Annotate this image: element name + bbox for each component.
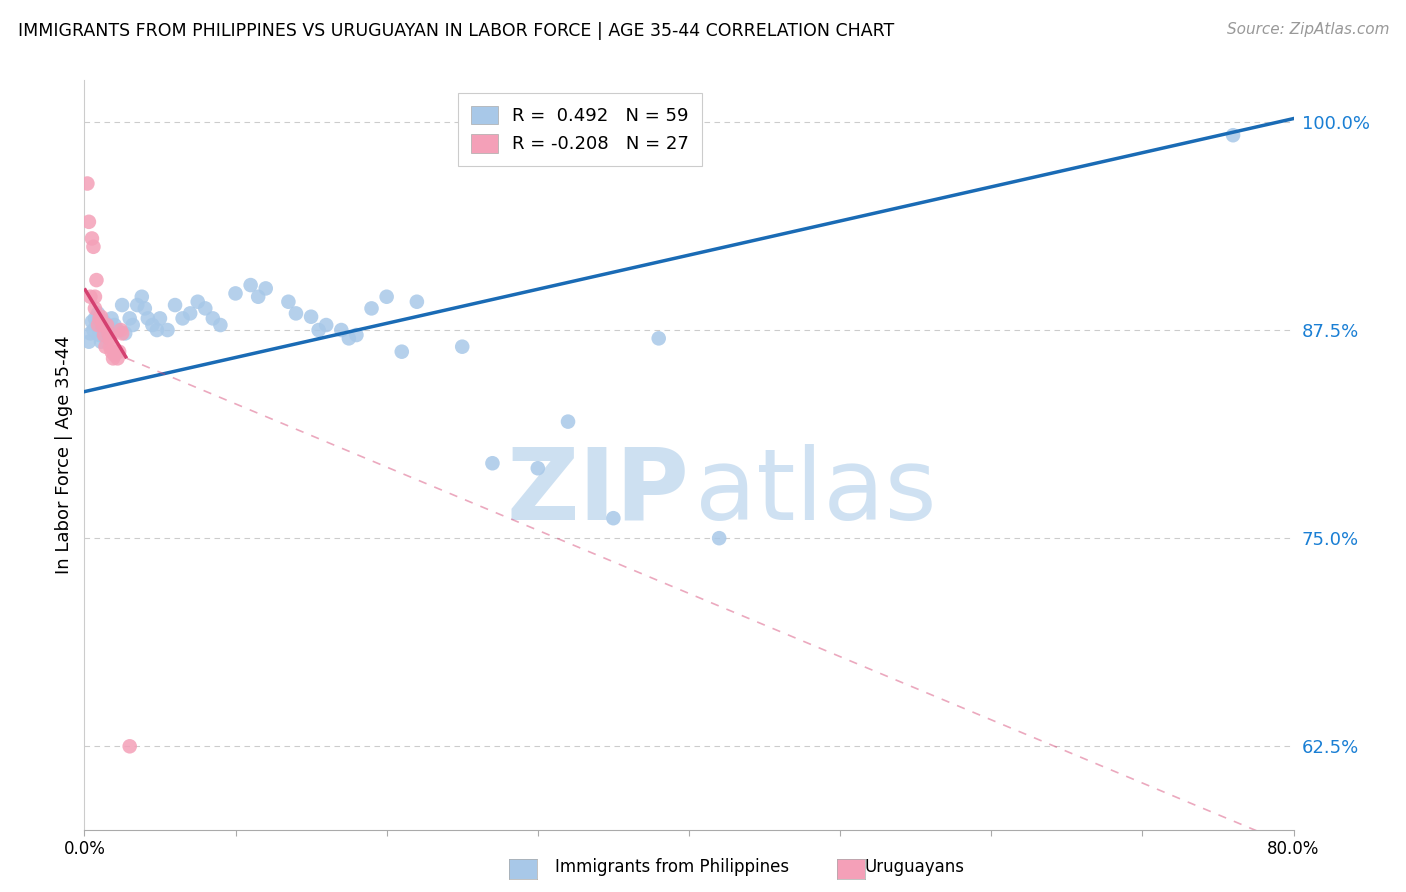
Point [77, 334, 100, 349]
Point [209, 318, 232, 332]
Point [104, 318, 127, 332]
Point [146, 323, 169, 337]
Point [330, 323, 353, 337]
Point [91, 318, 114, 332]
Point [247, 290, 270, 304]
Y-axis label: In Labor Force | Age 35-44: In Labor Force | Age 35-44 [55, 335, 73, 574]
Point [134, 301, 156, 316]
Point [225, 286, 247, 301]
Point [201, 311, 224, 326]
Point [84, 301, 107, 316]
Point [104, 348, 127, 362]
Text: Uruguayans: Uruguayans [865, 858, 965, 876]
Point [108, 344, 131, 359]
Point [93, 328, 115, 343]
Point [118, 739, 141, 754]
Point [107, 323, 129, 337]
Point [89, 311, 111, 326]
Point [648, 331, 671, 345]
Point [82, 323, 104, 337]
Point [86, 273, 108, 287]
Point [111, 298, 134, 312]
Point [82, 240, 104, 254]
Point [451, 340, 474, 354]
Point [136, 311, 159, 326]
Point [118, 311, 141, 326]
Point [131, 290, 153, 304]
Point [602, 511, 624, 525]
Point [90, 334, 112, 349]
Point [375, 290, 398, 304]
Point [149, 311, 172, 326]
Point [100, 311, 122, 326]
Point [110, 323, 132, 337]
Point [406, 294, 429, 309]
Point [100, 344, 122, 359]
Point [77, 215, 100, 229]
Text: atlas: atlas [695, 444, 936, 541]
Point [97, 326, 120, 341]
Point [360, 301, 382, 316]
Point [98, 331, 121, 345]
Point [79, 326, 101, 341]
Point [121, 318, 143, 332]
Point [165, 298, 187, 312]
Point [86, 318, 108, 332]
Point [527, 461, 550, 475]
Point [391, 344, 413, 359]
Point [337, 331, 360, 345]
Point [481, 456, 503, 470]
Legend: R =  0.492   N = 59, R = -0.208   N = 27: R = 0.492 N = 59, R = -0.208 N = 27 [458, 93, 702, 166]
Point [187, 294, 209, 309]
Point [94, 340, 117, 354]
Point [1222, 128, 1244, 143]
Point [87, 318, 110, 332]
Point [194, 301, 217, 316]
Point [87, 306, 110, 320]
Point [299, 310, 322, 324]
Point [80, 231, 103, 245]
Point [141, 318, 163, 332]
Point [96, 318, 118, 332]
Point [96, 326, 118, 341]
Point [239, 278, 262, 293]
Point [114, 326, 136, 341]
Point [315, 318, 337, 332]
Point [308, 323, 330, 337]
Text: Immigrants from Philippines: Immigrants from Philippines [555, 858, 790, 876]
Point [76, 177, 98, 191]
Point [277, 294, 299, 309]
Point [107, 351, 129, 366]
Point [84, 290, 107, 304]
Point [101, 351, 124, 366]
Text: Source: ZipAtlas.com: Source: ZipAtlas.com [1226, 22, 1389, 37]
Point [179, 306, 201, 320]
Text: IMMIGRANTS FROM PHILIPPINES VS URUGUAYAN IN LABOR FORCE | AGE 35-44 CORRELATION : IMMIGRANTS FROM PHILIPPINES VS URUGUAYAN… [18, 22, 894, 40]
Point [84, 311, 107, 326]
Point [156, 323, 179, 337]
Point [90, 310, 112, 324]
Point [89, 328, 111, 343]
Point [254, 281, 277, 295]
Text: ZIP: ZIP [506, 444, 689, 541]
Point [346, 328, 368, 343]
Point [80, 315, 103, 329]
Point [93, 315, 115, 329]
Point [127, 298, 149, 312]
Point [285, 306, 308, 320]
Point [105, 344, 128, 359]
Point [111, 326, 134, 341]
Point [79, 290, 101, 304]
Point [709, 531, 731, 545]
Point [97, 319, 120, 334]
Point [91, 323, 114, 337]
Point [98, 340, 121, 354]
Point [172, 311, 194, 326]
Point [557, 415, 579, 429]
